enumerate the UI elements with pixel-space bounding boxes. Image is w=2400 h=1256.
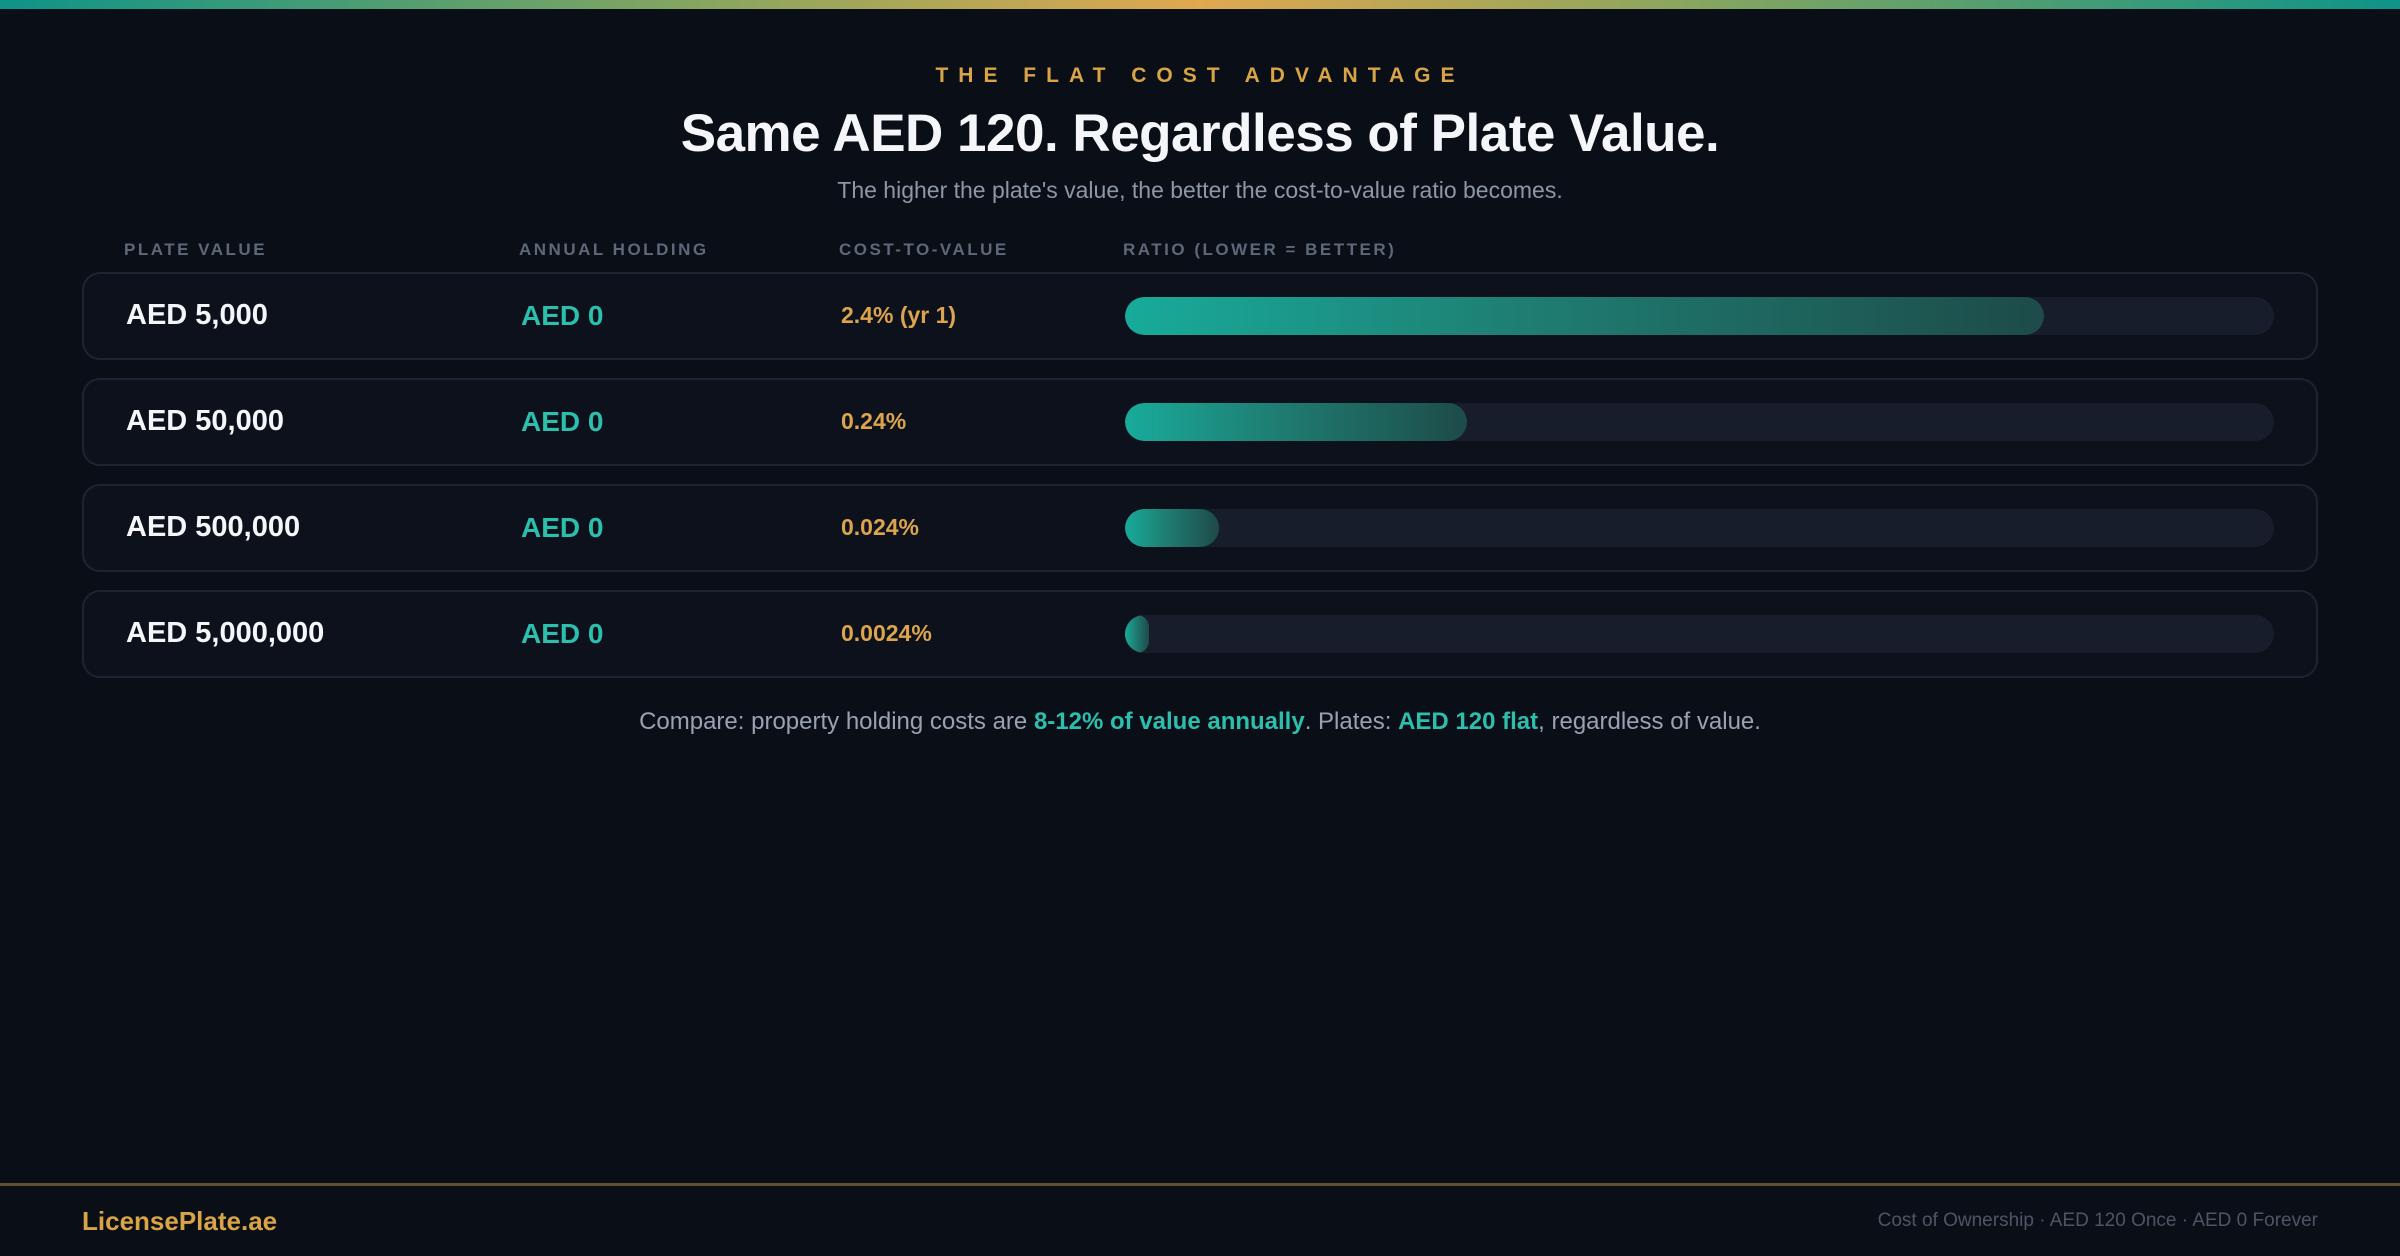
eyebrow-label: THE FLAT COST ADVANTAGE: [935, 64, 1465, 87]
ratio-bar-fill: [1125, 402, 1468, 441]
compare-text-prefix: Compare: property holding costs are: [639, 707, 1034, 735]
table-row: AED 500,000 AED 0 0.024%: [82, 483, 2318, 572]
ratio-bar-fill: [1125, 508, 1220, 547]
footer: LicensePlate.ae Cost of Ownership · AED …: [0, 1183, 2400, 1256]
cost-to-value: 0.0024%: [841, 620, 932, 647]
ratio-bar-track: [1125, 402, 2274, 441]
comparison-table: PLATE VALUE ANNUAL HOLDING COST-TO-VALUE…: [82, 240, 2318, 736]
cost-to-value: 0.024%: [841, 514, 920, 541]
page-subtitle: The higher the plate's value, the better…: [837, 176, 1563, 203]
plate-value: AED 5,000,000: [126, 617, 325, 650]
footer-meta: Cost of Ownership · AED 120 Once · AED 0…: [1877, 1210, 2318, 1231]
plate-value: AED 5,000: [126, 299, 268, 332]
table-row: AED 5,000,000 AED 0 0.0024%: [82, 589, 2318, 678]
column-header-cost-to-value: COST-TO-VALUE: [839, 239, 1009, 259]
annual-holding: AED 0: [521, 617, 604, 649]
compare-highlight-flat: AED 120 flat: [1398, 707, 1539, 735]
table-header-row: PLATE VALUE ANNUAL HOLDING COST-TO-VALUE…: [82, 240, 2318, 260]
table-row: AED 5,000 AED 0 2.4% (yr 1): [82, 271, 2318, 360]
column-header-ratio: RATIO (LOWER = BETTER): [1123, 239, 1397, 259]
ratio-bar-fill: [1125, 614, 1150, 653]
page-title: Same AED 120. Regardless of Plate Value.: [680, 104, 1720, 163]
brand-link[interactable]: LicensePlate.ae: [82, 1205, 278, 1236]
compare-text-suffix: , regardless of value.: [1538, 707, 1761, 735]
ratio-bar-track: [1125, 614, 2274, 653]
ratio-bar-track: [1125, 508, 2274, 547]
top-accent-gradient-bar: [0, 0, 2400, 9]
annual-holding: AED 0: [521, 405, 604, 437]
annual-holding: AED 0: [521, 511, 604, 543]
column-header-plate-value: PLATE VALUE: [124, 239, 268, 259]
ratio-bar-track: [1125, 296, 2274, 335]
compare-highlight-annual: 8-12% of value annually: [1033, 707, 1305, 735]
table-row: AED 50,000 AED 0 0.24%: [82, 377, 2318, 466]
cost-to-value: 2.4% (yr 1): [841, 302, 957, 329]
compare-note: Compare: property holding costs are 8-12…: [82, 708, 2318, 736]
annual-holding: AED 0: [521, 299, 604, 331]
plate-value: AED 50,000: [126, 405, 284, 438]
column-header-annual-holding: ANNUAL HOLDING: [519, 239, 709, 259]
plate-value: AED 500,000: [126, 511, 301, 544]
ratio-bar-fill: [1125, 296, 2045, 335]
cost-to-value: 0.24%: [841, 408, 907, 435]
hero-section: THE FLAT COST ADVANTAGE Same AED 120. Re…: [0, 9, 2400, 204]
compare-text-middle: . Plates:: [1304, 707, 1399, 735]
